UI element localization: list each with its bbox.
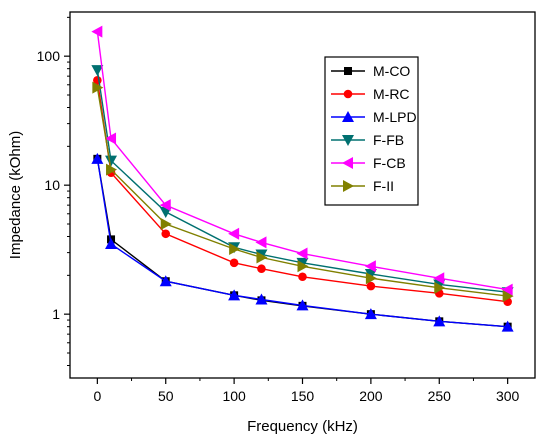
legend-marker bbox=[343, 180, 354, 192]
x-tick-label: 150 bbox=[291, 388, 315, 404]
y-tick-label: 10 bbox=[44, 177, 60, 193]
x-tick-label: 0 bbox=[93, 388, 101, 404]
legend-marker bbox=[343, 89, 353, 99]
y-tick-label: 100 bbox=[37, 48, 61, 64]
series-m-lpd bbox=[91, 152, 514, 332]
legend-item-m-rc: M-RC bbox=[331, 86, 410, 102]
data-point-f-cb bbox=[159, 199, 171, 212]
data-point-f-ii bbox=[106, 163, 118, 176]
data-point-f-cb bbox=[296, 247, 308, 260]
legend-label: M-LPD bbox=[373, 109, 417, 125]
legend-marker bbox=[344, 67, 352, 75]
data-point-f-ii bbox=[502, 290, 514, 303]
data-point-f-fb bbox=[105, 155, 118, 167]
legend-label: M-RC bbox=[373, 86, 410, 102]
x-axis-title: Frequency (kHz) bbox=[247, 418, 358, 435]
data-point-f-fb bbox=[364, 268, 377, 280]
x-tick-label: 50 bbox=[158, 388, 174, 404]
data-point-f-cb bbox=[91, 25, 103, 38]
data-point-m-lpd bbox=[228, 289, 241, 301]
legend-item-f-ii: F-II bbox=[331, 178, 394, 194]
data-point-f-cb bbox=[105, 132, 117, 145]
data-point-m-rc bbox=[161, 229, 171, 239]
data-point-m-lpd bbox=[159, 275, 172, 287]
data-point-m-rc bbox=[366, 281, 376, 291]
data-point-f-ii bbox=[256, 251, 268, 264]
y-axis-title: Impedance (kOhm) bbox=[7, 131, 24, 259]
legend-item-f-cb: F-CB bbox=[331, 155, 406, 171]
data-point-m-lpd bbox=[296, 299, 309, 311]
data-point-m-lpd bbox=[433, 315, 446, 327]
data-point-f-cb bbox=[433, 272, 445, 285]
data-point-m-rc bbox=[257, 264, 266, 274]
data-point-f-ii bbox=[434, 281, 446, 294]
data-point-f-ii bbox=[160, 218, 172, 231]
y-tick-label: 1 bbox=[52, 306, 60, 322]
data-point-f-cb bbox=[364, 260, 376, 273]
series-f-ii bbox=[92, 81, 514, 303]
legend-label: M-CO bbox=[373, 63, 410, 79]
data-point-m-lpd bbox=[91, 152, 104, 164]
data-point-m-lpd bbox=[105, 237, 118, 249]
x-tick-label: 300 bbox=[496, 388, 520, 404]
data-point-f-cb bbox=[228, 227, 240, 240]
data-point-f-fb bbox=[91, 65, 104, 77]
legend-label: F-FB bbox=[373, 132, 404, 148]
series-layer bbox=[91, 25, 514, 332]
data-point-f-ii bbox=[297, 260, 309, 273]
x-tick-label: 250 bbox=[428, 388, 452, 404]
x-tick-label: 200 bbox=[359, 388, 383, 404]
data-point-f-ii bbox=[365, 272, 377, 285]
axes: 0 50 100 150 200 250 300 1 10 100 bbox=[37, 11, 536, 404]
data-point-f-ii bbox=[92, 81, 104, 94]
data-point-m-rc bbox=[298, 272, 307, 282]
data-point-m-rc bbox=[229, 258, 239, 268]
data-point-m-lpd bbox=[501, 320, 514, 332]
data-point-m-lpd bbox=[364, 308, 377, 320]
legend-marker bbox=[342, 157, 353, 169]
legend-marker bbox=[342, 135, 354, 146]
x-tick-label: 100 bbox=[222, 388, 246, 404]
legend-item-f-fb: F-FB bbox=[331, 132, 404, 148]
data-point-f-cb bbox=[501, 283, 513, 296]
series-f-cb bbox=[91, 25, 513, 296]
data-point-m-lpd bbox=[255, 293, 268, 305]
legend-label: F-II bbox=[373, 178, 394, 194]
legend-label: F-CB bbox=[373, 155, 406, 171]
legend-marker bbox=[342, 111, 354, 122]
data-point-f-cb bbox=[255, 236, 267, 249]
legend: M-CO M-RC M-LPD F-FB F-CB F-II bbox=[324, 56, 419, 206]
legend-box bbox=[324, 56, 419, 206]
legend-item-m-lpd: M-LPD bbox=[331, 109, 417, 125]
data-point-f-ii bbox=[229, 243, 241, 256]
legend-item-m-co: M-CO bbox=[331, 63, 410, 79]
series-m-rc bbox=[93, 76, 512, 306]
